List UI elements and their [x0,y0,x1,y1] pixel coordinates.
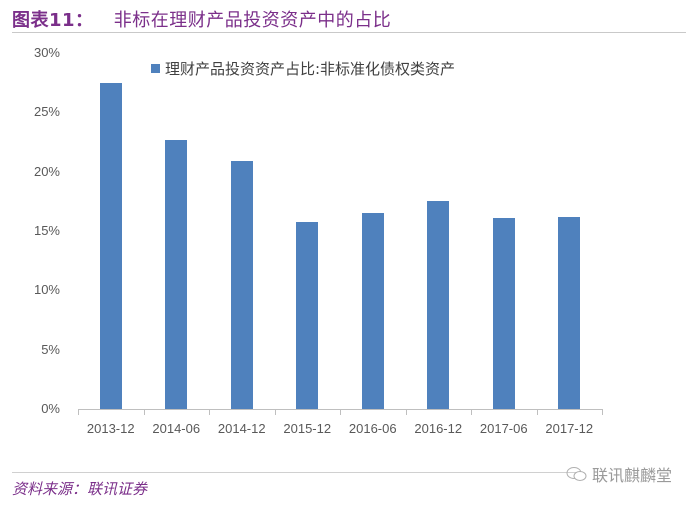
wechat-icon [566,467,587,481]
bar-2014-06 [165,139,188,409]
x-tick-label: 2014-12 [217,421,266,436]
y-tick-label: 5% [41,341,60,357]
footer-divider [12,472,580,473]
figure-label: 图表11： [12,10,94,31]
x-tick-mark [536,409,538,415]
x-tick-mark [143,409,145,415]
x-tick-mark [602,409,603,415]
legend-swatch [151,64,160,73]
chart-legend: 理财产品投资资产占比:非标准化债权类资产 [151,58,455,79]
figure-title: 图表11： 非标在理财产品投资资产中的占比 [12,6,391,32]
bar-2016-06 [361,213,384,409]
y-tick-label: 30% [33,45,60,60]
title-divider [12,32,686,33]
y-tick-label: 25% [33,104,60,120]
watermark: 联讯麒麟堂 [566,462,672,486]
y-tick-label: 10% [33,282,60,298]
x-tick-label: 2017-12 [545,421,594,436]
bar-2017-06 [492,217,515,409]
x-tick-label: 2016-06 [348,421,397,436]
bar-2015-12 [296,221,319,409]
legend-label: 理财产品投资资产占比:非标准化债权类资产 [165,60,456,78]
bar-2016-12 [427,201,450,409]
figure-title-text: 非标在理财产品投资资产中的占比 [113,10,392,31]
source-note: 资料来源：联讯证券 [12,480,148,498]
x-tick-mark [471,409,472,415]
bar-2013-12 [99,82,122,409]
x-tick-mark [209,409,210,415]
x-tick-mark [78,409,79,415]
x-tick-label: 2014-06 [152,421,201,436]
x-tick-mark [274,409,276,415]
x-tick-mark [405,409,407,415]
x-tick-mark [340,409,341,415]
y-tick-label: 0% [41,401,60,416]
y-tick-label: 20% [33,163,60,179]
bar-2017-12 [558,216,581,409]
y-tick-label: 15% [33,223,60,238]
x-tick-label: 2013-12 [86,421,135,436]
x-tick-label: 2017-06 [479,421,528,436]
x-tick-label: 2015-12 [283,421,332,436]
watermark-text: 联讯麒麟堂 [592,466,673,485]
x-tick-label: 2016-12 [414,421,463,436]
bar-2014-12 [230,160,253,409]
